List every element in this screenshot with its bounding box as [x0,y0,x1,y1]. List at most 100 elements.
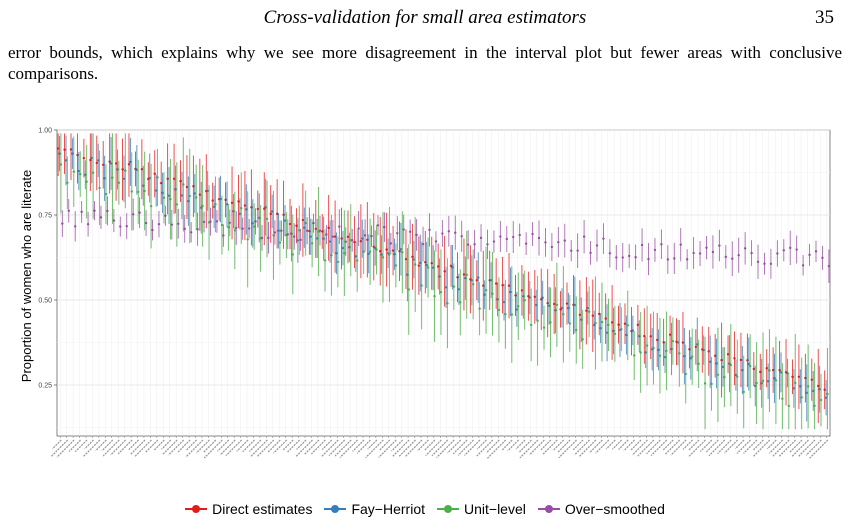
fay-herriot-point [174,188,177,191]
over-smoothed-point [144,221,148,225]
unit-level-point [420,284,423,287]
unit-level-point [710,382,713,386]
direct-estimate-point [121,168,124,171]
unit-level-point [607,323,610,327]
unit-level-point [523,299,526,302]
direct-estimate-point [604,317,607,320]
x-tick-label [736,439,751,454]
over-smoothed-point [550,245,554,249]
running-title: Cross-validation for small area estimato… [263,7,587,28]
unit-level-point [568,322,572,325]
fay-herriot-point [380,253,383,256]
unit-level-point [774,379,778,382]
interval-plot: Proportion of women who are literate 0.2… [19,128,831,459]
over-smoothed-point [325,233,328,236]
direct-estimate-point [681,341,685,344]
fay-herriot-point [431,266,435,269]
fay-herriot-point [90,156,93,160]
legend-key-icon [324,503,347,515]
direct-estimate-point [108,160,111,163]
fay-herriot-point [676,341,680,344]
direct-estimate-point [707,350,710,353]
direct-estimate-point [662,341,665,344]
over-smoothed-point [363,234,367,237]
x-tick-label [128,439,139,451]
over-smoothed-point [570,249,573,252]
unit-level-point [272,234,275,237]
x-tick-label [424,439,436,451]
fay-herriot-point [638,335,641,338]
over-smoothed-point [524,242,528,245]
over-smoothed-point [80,210,83,214]
over-smoothed-point [415,233,418,237]
unit-level-point [214,203,217,206]
direct-estimate-point [95,161,98,165]
unit-level-point [201,204,204,208]
unit-level-point [368,250,372,253]
x-tick-label [528,439,545,456]
over-smoothed-point [473,243,476,246]
fay-herriot-point [64,159,68,162]
direct-estimate-point [598,312,601,316]
fay-herriot-point [444,286,448,289]
fay-herriot-point [180,194,184,197]
x-tick-label [476,439,494,457]
unit-level-point [536,319,539,322]
unit-level-point [137,190,140,194]
unit-level-point [678,352,681,355]
fay-herriot-point [399,247,403,251]
direct-estimate-point [817,384,820,388]
unit-level-point [291,253,295,256]
fay-herriot-point [303,226,306,229]
fay-herriot-point [122,177,126,181]
direct-estimate-point [501,283,504,287]
x-tick-label [296,439,307,450]
fay-herriot-point [258,216,261,220]
direct-estimate-point [533,295,537,299]
direct-estimate-point [359,240,363,243]
unit-level-point [162,196,166,200]
fay-herriot-point [560,306,564,310]
over-smoothed-point [595,244,599,247]
over-smoothed-point [402,228,405,231]
over-smoothed-point [106,209,109,213]
over-smoothed-point [512,235,515,239]
x-tick-label [705,439,719,453]
unit-level-point [169,197,172,201]
legend-key-icon [185,503,208,515]
fay-herriot-point [373,246,377,250]
over-smoothed-point [202,220,206,224]
fay-herriot-point [200,206,203,209]
fay-herriot-point [348,246,351,249]
direct-estimate-point [314,227,317,231]
fay-herriot-point [187,199,190,203]
x-tick-label [485,439,500,454]
x-tick-label [476,439,487,450]
direct-estimate-point [192,185,195,188]
over-smoothed-point [563,239,566,242]
unit-level-point [323,259,327,262]
over-smoothed-point [660,243,663,246]
over-smoothed-point [421,242,425,246]
over-smoothed-point [763,262,766,265]
x-tick-label [447,439,462,454]
over-smoothed-point [164,214,167,217]
fay-herriot-point [393,253,396,256]
over-smoothed-point [344,240,347,243]
over-smoothed-point [331,235,335,238]
unit-level-point [729,363,733,367]
unit-level-point [748,364,752,368]
fay-herriot-point [708,360,712,363]
over-smoothed-point [544,241,547,244]
over-smoothed-point [434,240,438,243]
x-tick-label [367,439,378,450]
x-tick-label [219,439,236,456]
unit-level-point [104,192,108,196]
unit-level-point [684,372,687,376]
fay-herriot-point [361,237,364,240]
x-tick-label [605,439,616,450]
x-tick-label [295,439,313,458]
x-tick-label [378,439,397,458]
x-tick-label [365,439,384,459]
interval-marks [56,133,831,430]
